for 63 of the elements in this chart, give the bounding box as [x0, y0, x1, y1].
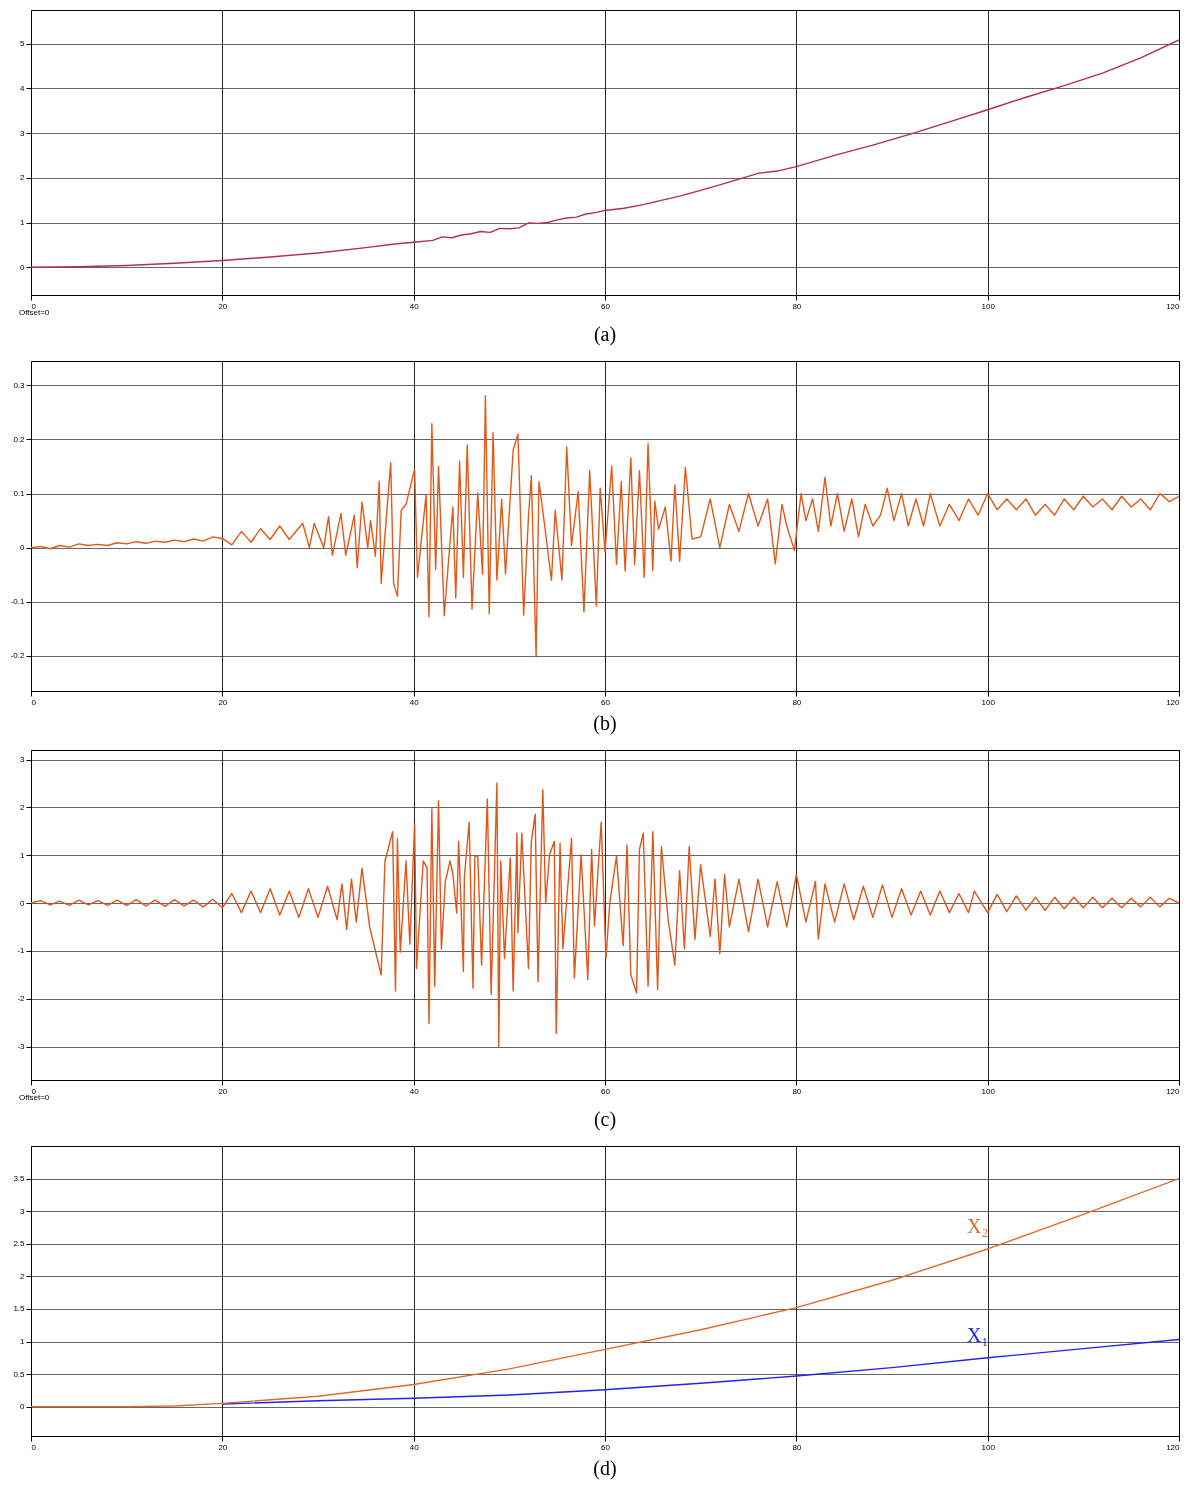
x-tick-label: 0: [31, 697, 37, 707]
y-tick-label: 0: [20, 1402, 26, 1412]
x-tick-label: 80: [792, 301, 802, 311]
text: (b): [593, 712, 617, 735]
y-tick-label: 5: [20, 39, 26, 49]
x-tick-label: 80: [792, 1086, 802, 1096]
x-tick-label: 80: [792, 1442, 802, 1452]
x-tick-label: 100: [981, 1442, 996, 1452]
y-tick-label: 2.5: [13, 1239, 26, 1249]
x-tick-label: 20: [218, 1442, 228, 1452]
y-tick-label: 1.5: [13, 1304, 26, 1314]
y-tick-label: 1: [20, 1337, 26, 1347]
x-tick-label: 0: [31, 1442, 37, 1452]
text: (c): [593, 1108, 617, 1131]
x-tick-label: 60: [601, 301, 611, 311]
y-tick-label: 0: [20, 543, 26, 553]
y-tick-label: 0: [20, 262, 26, 272]
y-tick-label: 2: [20, 1271, 26, 1281]
y-tick-label: 0.3: [13, 380, 26, 390]
x-tick-label: 120: [1166, 1442, 1181, 1452]
y-tick-label: 3: [20, 128, 26, 138]
x-tick-label: 0: [31, 301, 37, 311]
y-tick-label: 0.5: [13, 1369, 26, 1379]
x-tick-label: 20: [218, 301, 228, 311]
y-tick-label: 2: [20, 173, 26, 183]
y-tick-label: -3: [17, 1042, 26, 1052]
x-tick-label: 100: [981, 301, 996, 311]
text: (a): [593, 323, 617, 346]
x-tick-label: 60: [601, 697, 611, 707]
y-tick-label: -0.2: [10, 651, 26, 661]
x-tick-label: 120: [1166, 301, 1181, 311]
x-tick-label: 120: [1166, 697, 1181, 707]
text: Offset=0: [19, 1093, 50, 1102]
x-tick-label: 0: [31, 1086, 37, 1096]
x-tick-label: 20: [218, 697, 228, 707]
y-tick-label: 3.5: [13, 1174, 26, 1184]
text: Offset=0: [19, 308, 50, 317]
y-tick-label: -1: [17, 946, 26, 956]
y-tick-label: -0.1: [10, 597, 26, 607]
x-tick-label: 80: [792, 697, 802, 707]
y-tick-label: 3: [20, 1206, 26, 1216]
series-label: X₁: [966, 1323, 989, 1346]
y-tick-label: 0: [20, 898, 26, 908]
text: (d): [593, 1457, 617, 1480]
y-tick-label: 0.1: [13, 489, 26, 499]
x-tick-label: 120: [1166, 1086, 1181, 1096]
x-tick-label: 40: [409, 1442, 420, 1452]
x-tick-label: 60: [601, 1086, 611, 1096]
y-tick-label: -2: [17, 994, 26, 1004]
y-tick-label: 2: [20, 802, 26, 812]
x-tick-label: 40: [409, 697, 420, 707]
x-tick-label: 100: [981, 697, 996, 707]
y-tick-label: 1: [20, 850, 26, 860]
series-label: X₂: [966, 1214, 989, 1237]
y-tick-label: 0.2: [13, 434, 26, 444]
x-tick-label: 100: [981, 1086, 996, 1096]
x-tick-label: 40: [409, 301, 420, 311]
x-tick-label: 40: [409, 1086, 420, 1096]
y-tick-label: 4: [20, 83, 26, 93]
x-tick-label: 20: [218, 1086, 228, 1096]
y-tick-label: 3: [20, 755, 26, 765]
x-tick-label: 60: [601, 1442, 611, 1452]
y-tick-label: 1: [20, 218, 26, 228]
